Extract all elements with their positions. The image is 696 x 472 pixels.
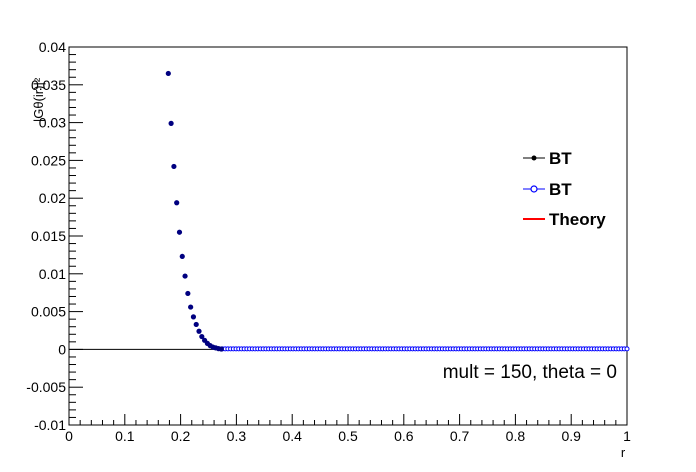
data-layer bbox=[165, 70, 630, 352]
series-bt-1-marker bbox=[171, 163, 177, 170]
x-tick-label: 0.1 bbox=[115, 428, 135, 444]
series-bt-1-marker bbox=[185, 290, 191, 297]
annotation-text: mult = 150, theta = 0 bbox=[443, 362, 617, 383]
y-tick-label: -0.005 bbox=[26, 379, 66, 395]
y-tick-label: 0.03 bbox=[39, 115, 66, 131]
legend-marker-bt-1 bbox=[531, 155, 537, 161]
legend-marker-bt-2 bbox=[530, 185, 538, 193]
y-tick-label: -0.01 bbox=[34, 417, 66, 433]
y-tick-label: 0.01 bbox=[39, 266, 66, 282]
x-tick-label: 0 bbox=[65, 428, 73, 444]
y-tick-label: 0.005 bbox=[31, 304, 66, 320]
legend-label-theory: Theory bbox=[549, 210, 606, 229]
legend-label-bt-2: BT bbox=[549, 180, 572, 199]
x-tick-label: 0.7 bbox=[450, 428, 470, 444]
x-tick-label: 0.5 bbox=[338, 428, 358, 444]
series-bt-1-marker bbox=[199, 333, 205, 340]
series-bt-1-marker bbox=[190, 314, 197, 320]
series-bt-1-marker bbox=[168, 120, 174, 126]
series-bt-1-marker bbox=[218, 346, 224, 352]
series-bt-1-marker bbox=[165, 70, 171, 77]
y-tick-label: 0.015 bbox=[31, 228, 66, 244]
legend: BT BT Theory bbox=[523, 149, 606, 229]
x-tick-label: 0.4 bbox=[282, 428, 302, 444]
y-tick-label: 0.035 bbox=[31, 77, 66, 93]
y-tick-label: 0.025 bbox=[31, 152, 66, 168]
x-tick-label: 0.9 bbox=[561, 428, 581, 444]
series-bt-1-marker bbox=[176, 229, 183, 235]
x-axis-label: r bbox=[621, 445, 626, 460]
y-tick-label: 0.04 bbox=[39, 39, 66, 55]
axis-ticks: 0 0.1 0.2 0.3 0.4 0.5 0.6 0.7 0.8 0.9 1 -0.01 -0.005… bbox=[26, 39, 631, 444]
x-tick-label: 0.2 bbox=[171, 428, 191, 444]
series-bt-1-marker bbox=[182, 273, 188, 279]
legend-label-bt-1: BT bbox=[549, 149, 572, 168]
x-tick-label: 1 bbox=[623, 428, 631, 444]
y-tick-label: 0 bbox=[58, 341, 66, 357]
series-bt-2-marker bbox=[624, 346, 630, 352]
series-bt-1-marker bbox=[188, 304, 194, 310]
x-tick-label: 0.8 bbox=[506, 428, 526, 444]
series-bt-1-marker bbox=[179, 253, 185, 260]
y-tick-label: 0.02 bbox=[39, 190, 66, 206]
series-bt-1-marker bbox=[193, 321, 199, 328]
x-tick-label: 0.3 bbox=[227, 428, 247, 444]
x-tick-label: 0.6 bbox=[394, 428, 414, 444]
y-axis-label: |Gθ(ir)|² bbox=[31, 77, 46, 122]
series-bt-1-marker bbox=[196, 328, 202, 334]
series-bt-1-marker bbox=[174, 200, 180, 206]
